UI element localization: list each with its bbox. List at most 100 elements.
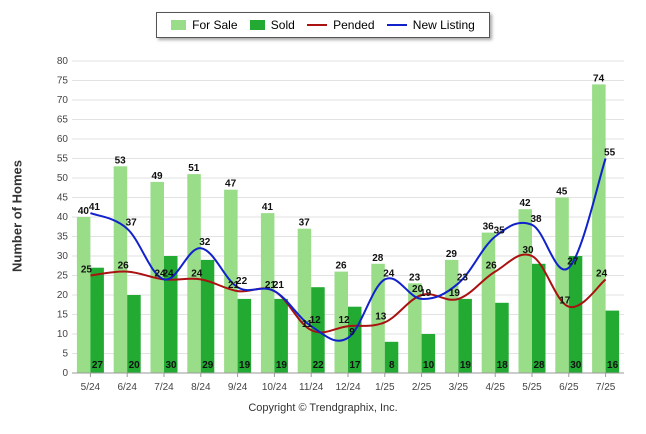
x-tick-label: 9/24: [228, 382, 248, 393]
sold-bar: [90, 267, 104, 373]
x-tick-label: 6/24: [117, 382, 137, 393]
sold-bar: [605, 310, 620, 373]
new-listing-data-label: 23: [457, 272, 469, 283]
for-sale-swatch: [171, 20, 187, 30]
sold-bar: [568, 256, 583, 373]
sold-data-label: 16: [607, 360, 619, 371]
for-sale-data-label: 29: [446, 249, 458, 260]
for-sale-bar: [113, 166, 128, 373]
pended-data-label: 26: [486, 261, 498, 272]
y-tick-label: 5: [62, 349, 68, 360]
legend-item-sold: Sold: [249, 18, 295, 32]
y-axis-title: Number of Homes: [9, 160, 25, 272]
y-tick-label: 20: [57, 290, 69, 301]
sold-bar: [127, 295, 141, 373]
y-tick-label: 80: [57, 56, 69, 67]
for-sale-bar: [481, 232, 496, 373]
sold-data-label: 30: [570, 360, 582, 371]
new-listing-data-label: 27: [567, 257, 579, 268]
for-sale-data-label: 23: [409, 272, 421, 283]
pended-line: [90, 253, 607, 334]
copyright-text: Copyright © Trendgraphix, Inc.: [248, 402, 398, 414]
x-tick-label: 6/25: [559, 382, 579, 393]
pended-data-label: 26: [118, 261, 130, 272]
x-tick-label: 5/25: [522, 382, 542, 393]
new-listing-data-label: 19: [420, 288, 432, 299]
x-tick-label: 1/25: [375, 382, 395, 393]
y-tick-label: 10: [57, 329, 69, 340]
sold-bar: [164, 256, 178, 373]
sold-data-label: 19: [276, 360, 288, 371]
for-sale-bar: [187, 174, 201, 373]
y-tick-label: 25: [57, 271, 69, 282]
y-tick-label: 55: [57, 154, 69, 165]
sold-bar: [237, 298, 252, 373]
pended-data-label: 17: [559, 296, 571, 307]
for-sale-bar: [297, 228, 312, 373]
for-sale-data-label: 53: [115, 155, 127, 166]
x-tick-label: 3/25: [449, 382, 469, 393]
for-sale-bar: [76, 217, 91, 373]
sold-bar: [200, 259, 215, 373]
for-sale-bar: [260, 213, 275, 373]
pended-data-label: 30: [522, 245, 534, 256]
new-listing-data-label: 55: [604, 148, 616, 159]
legend-item-pended: Pended: [307, 18, 375, 32]
legend-label-pended: Pended: [333, 18, 375, 32]
x-tick-label: 7/24: [154, 382, 174, 393]
new-listing-data-label: 37: [126, 218, 138, 229]
y-tick-label: 50: [57, 173, 69, 184]
pended-data-label: 19: [449, 288, 461, 299]
for-sale-bar: [518, 209, 532, 373]
pended-data-label: 24: [154, 268, 166, 279]
legend-label-new-listing: New Listing: [412, 18, 475, 32]
new-listing-data-label: 21: [273, 280, 285, 291]
for-sale-data-label: 45: [556, 187, 568, 198]
sold-data-label: 19: [239, 360, 251, 371]
y-tick-label: 45: [57, 193, 69, 204]
pended-swatch: [307, 24, 328, 26]
new-listing-data-label: 12: [310, 315, 322, 326]
new-listing-data-label: 22: [236, 276, 248, 287]
legend-item-new-listing: New Listing: [386, 18, 475, 32]
sold-data-label: 29: [202, 360, 214, 371]
sold-data-label: 30: [165, 360, 177, 371]
x-tick-label: 12/24: [335, 382, 360, 393]
lines-layer: [90, 158, 607, 342]
new-listing-data-label: 35: [494, 226, 506, 237]
axis-layer: 0 5 10 15 20 25 30 35 40 45 50 55 60 65 70 75 80 5/24 6/24…: [57, 56, 624, 393]
for-sale-data-label: 37: [299, 218, 311, 229]
x-tick-label: 7/25: [596, 382, 616, 393]
y-tick-label: 70: [57, 95, 69, 106]
sold-data-label: 18: [497, 360, 509, 371]
sold-data-label: 10: [423, 360, 435, 371]
y-tick-label: 15: [57, 310, 69, 321]
legend-label-sold: Sold: [270, 18, 295, 32]
pended-data-label: 12: [338, 315, 350, 326]
x-tick-label: 5/24: [81, 382, 101, 393]
sold-data-label: 17: [349, 360, 361, 371]
sold-data-label: 8: [389, 360, 395, 371]
x-tick-label: 8/24: [191, 382, 211, 393]
for-sale-data-label: 40: [78, 206, 90, 217]
pended-data-label: 13: [375, 311, 387, 322]
y-tick-label: 0: [62, 368, 68, 379]
x-tick-label: 2/25: [412, 382, 432, 393]
sold-data-label: 22: [313, 360, 325, 371]
sold-data-label: 27: [92, 360, 104, 371]
sold-bar: [274, 298, 288, 373]
new-listing-data-label: 24: [162, 268, 174, 279]
pended-data-label: 21: [228, 280, 240, 291]
x-tick-label: 4/25: [485, 382, 505, 393]
for-sale-data-label: 74: [593, 73, 605, 84]
pended-data-label: 24: [596, 268, 608, 279]
x-tick-label: 11/24: [299, 382, 324, 393]
y-tick-label: 65: [57, 115, 69, 126]
for-sale-data-label: 49: [151, 171, 163, 182]
for-sale-bar: [555, 197, 569, 373]
sold-data-label: 20: [129, 360, 141, 371]
new-listing-line: [90, 158, 607, 342]
for-sale-data-label: 41: [262, 202, 274, 213]
sold-data-label: 28: [533, 360, 545, 371]
